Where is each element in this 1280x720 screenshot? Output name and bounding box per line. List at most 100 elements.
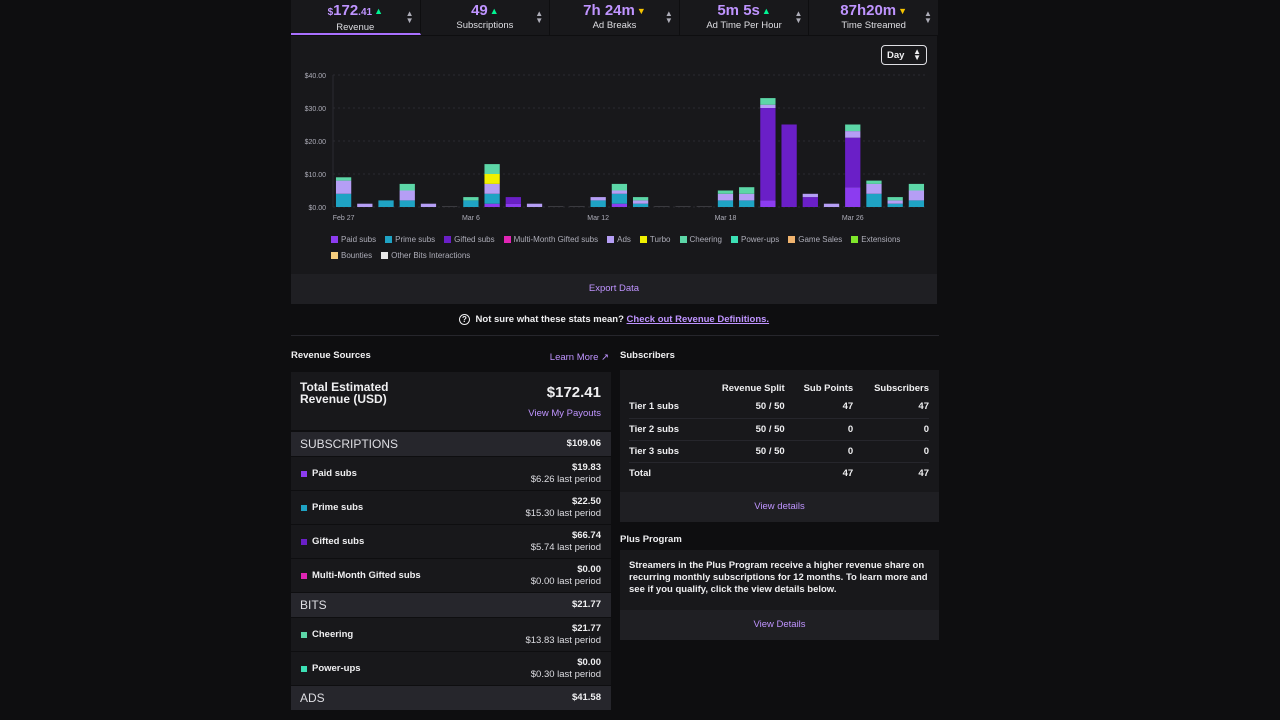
sort-icon: ▲ ▼ bbox=[405, 9, 414, 25]
bar-segment-ads[interactable] bbox=[739, 193, 755, 201]
bar-segment-ads[interactable] bbox=[357, 203, 373, 207]
bar-segment-turbo[interactable] bbox=[484, 174, 500, 184]
bar-segment-cheering[interactable] bbox=[717, 190, 734, 194]
subscribers-section: Subscribers Revenue Split Sub Points Subsc… bbox=[620, 350, 939, 640]
bar-segment-cheering[interactable] bbox=[632, 197, 649, 201]
bar-segment-cheering[interactable] bbox=[739, 187, 755, 194]
bar-segment-prime-subs[interactable] bbox=[399, 200, 415, 207]
legend-item[interactable]: Multi-Month Gifted subs bbox=[503, 232, 598, 248]
legend-item[interactable]: Paid subs bbox=[331, 232, 376, 248]
bar-segment-prime-subs[interactable] bbox=[484, 193, 500, 204]
bar-segment-cheering[interactable] bbox=[866, 180, 882, 184]
legend-swatch bbox=[444, 236, 452, 243]
external-link-icon: ↗ bbox=[601, 352, 609, 363]
bar-segment-paid-subs[interactable] bbox=[760, 200, 776, 207]
revenue-source-row: Prime subs $22.50 $15.30 last period bbox=[291, 491, 611, 524]
bar-segment-ads[interactable] bbox=[908, 190, 925, 201]
stat-tab-1[interactable]: 49 ▲ Subscriptions ▲ ▼ bbox=[421, 0, 551, 35]
bar-segment-ads[interactable] bbox=[335, 180, 352, 194]
bar-segment-prime-subs[interactable] bbox=[739, 200, 755, 207]
bar-segment-cheering[interactable] bbox=[908, 183, 925, 191]
bar-segment-gifted-subs[interactable] bbox=[760, 108, 776, 201]
legend-item[interactable]: Ads bbox=[607, 232, 631, 248]
bar-segment-gifted-subs[interactable] bbox=[802, 197, 818, 207]
bar-segment-ads[interactable] bbox=[420, 203, 437, 207]
bar-segment-ads[interactable] bbox=[887, 200, 903, 204]
bar-segment-prime-subs[interactable] bbox=[717, 200, 734, 207]
stat-tab-0[interactable]: $172.41 ▲ Revenue ▲ ▼ bbox=[291, 0, 421, 35]
bar-segment-ads[interactable] bbox=[823, 203, 840, 207]
bar-segment-cheering[interactable] bbox=[845, 124, 861, 132]
bar-segment-cheering[interactable] bbox=[611, 183, 628, 191]
legend-item[interactable]: Game Sales bbox=[788, 232, 842, 248]
bar-segment-gifted-subs[interactable] bbox=[505, 197, 521, 204]
legend-item[interactable]: Power-ups bbox=[730, 232, 779, 248]
bar-segment-ads[interactable] bbox=[399, 190, 415, 201]
bar-segment-prime-subs[interactable] bbox=[887, 203, 903, 207]
category-name: ADS bbox=[300, 691, 325, 705]
legend-item[interactable]: Prime subs bbox=[385, 232, 435, 248]
view-payouts-link[interactable]: View My Payouts bbox=[528, 408, 601, 419]
bar-segment-cheering[interactable] bbox=[484, 164, 500, 174]
stat-number: 172 bbox=[333, 2, 359, 19]
bar-segment-paid-subs[interactable] bbox=[611, 203, 628, 207]
bar-segment-cheering[interactable] bbox=[887, 197, 903, 201]
stat-tab-4[interactable]: 87h20m ▼ Time Streamed ▲ ▼ bbox=[809, 0, 939, 35]
bar-segment-prime-subs[interactable] bbox=[908, 200, 925, 207]
bar-segment-ads[interactable] bbox=[526, 203, 543, 207]
bar-segment-ads[interactable] bbox=[845, 131, 861, 138]
bar-segment-paid-subs[interactable] bbox=[505, 203, 521, 207]
bar-segment-cheering[interactable] bbox=[335, 177, 352, 181]
period-select[interactable]: Day ▲ ▼ bbox=[881, 45, 927, 65]
bar-segment-cheering[interactable] bbox=[760, 98, 776, 105]
bar-segment-ads[interactable] bbox=[590, 197, 606, 201]
source-amount: $19.83 bbox=[571, 462, 601, 473]
bar-segment-ads[interactable] bbox=[760, 104, 776, 108]
source-amount: $21.77 bbox=[571, 623, 601, 634]
bar-segment-gifted-subs[interactable] bbox=[845, 137, 861, 188]
bar-segment-ads[interactable] bbox=[632, 200, 649, 204]
bar-segment-cheering[interactable] bbox=[399, 183, 415, 191]
total-revenue-label: Total Estimated Revenue (USD) bbox=[300, 380, 389, 406]
revenue-definitions-link[interactable]: Check out Revenue Definitions. bbox=[626, 314, 770, 325]
table-cell bbox=[698, 462, 785, 484]
source-previous: $0.00 last period bbox=[530, 576, 601, 587]
bar-segment-prime-subs[interactable] bbox=[335, 193, 352, 207]
revenue-chart-card: $0.00 $10.00 $20.00 $30.00 $40.00 Feb 27 Mar 6… bbox=[291, 36, 937, 274]
bar-segment-paid-subs[interactable] bbox=[845, 187, 861, 207]
source-name: Multi-Month Gifted subs bbox=[312, 570, 421, 581]
source-previous: $15.30 last period bbox=[525, 508, 601, 519]
revenue-source-row: Paid subs $19.83 $6.26 last period bbox=[291, 457, 611, 490]
bar-segment-ads[interactable] bbox=[484, 183, 500, 194]
bar-empty bbox=[696, 206, 712, 207]
stat-tab-3[interactable]: 5m 5s ▲ Ad Time Per Hour ▲ ▼ bbox=[680, 0, 810, 35]
bar-segment-prime-subs[interactable] bbox=[378, 200, 394, 207]
bar-segment-prime-subs[interactable] bbox=[590, 200, 606, 207]
subscribers-view-details-button[interactable]: View details bbox=[620, 492, 939, 522]
bar-segment-ads[interactable] bbox=[802, 193, 818, 198]
stat-tab-2[interactable]: 7h 24m ▼ Ad Breaks ▲ ▼ bbox=[550, 0, 680, 35]
bar-segment-prime-subs[interactable] bbox=[611, 193, 628, 204]
legend-item[interactable]: Gifted subs bbox=[444, 232, 495, 248]
bar-segment-paid-subs[interactable] bbox=[484, 203, 500, 207]
legend-label: Game Sales bbox=[798, 235, 843, 244]
bar-segment-ads[interactable] bbox=[866, 183, 882, 194]
export-data-button[interactable]: Export Data bbox=[291, 274, 937, 304]
legend-item[interactable]: Cheering bbox=[679, 232, 722, 248]
bar-segment-prime-subs[interactable] bbox=[463, 200, 479, 207]
bar-segment-ads[interactable] bbox=[611, 190, 628, 194]
bar-segment-ads[interactable] bbox=[717, 193, 734, 201]
bar-segment-prime-subs[interactable] bbox=[866, 193, 882, 207]
legend-item[interactable]: Extensions bbox=[851, 232, 900, 248]
plus-program-view-details-button[interactable]: View Details bbox=[620, 610, 939, 640]
source-previous: $0.30 last period bbox=[530, 669, 601, 680]
legend-item[interactable]: Bounties bbox=[331, 248, 372, 264]
bar-segment-prime-subs[interactable] bbox=[632, 203, 649, 207]
bar-segment-gifted-subs[interactable] bbox=[781, 124, 797, 208]
legend-item[interactable]: Other Bits Interactions bbox=[381, 248, 470, 264]
legend-item[interactable]: Turbo bbox=[639, 232, 671, 248]
table-cell: 0 bbox=[853, 440, 929, 463]
learn-more-link[interactable]: Learn More ↗ bbox=[550, 352, 609, 363]
source-color-swatch bbox=[301, 666, 307, 672]
bar-segment-cheering[interactable] bbox=[463, 197, 479, 201]
